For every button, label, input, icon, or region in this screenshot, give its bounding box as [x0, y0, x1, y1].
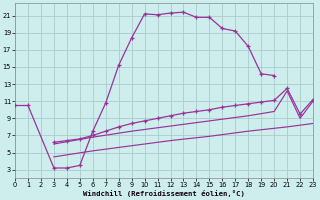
X-axis label: Windchill (Refroidissement éolien,°C): Windchill (Refroidissement éolien,°C): [83, 190, 245, 197]
